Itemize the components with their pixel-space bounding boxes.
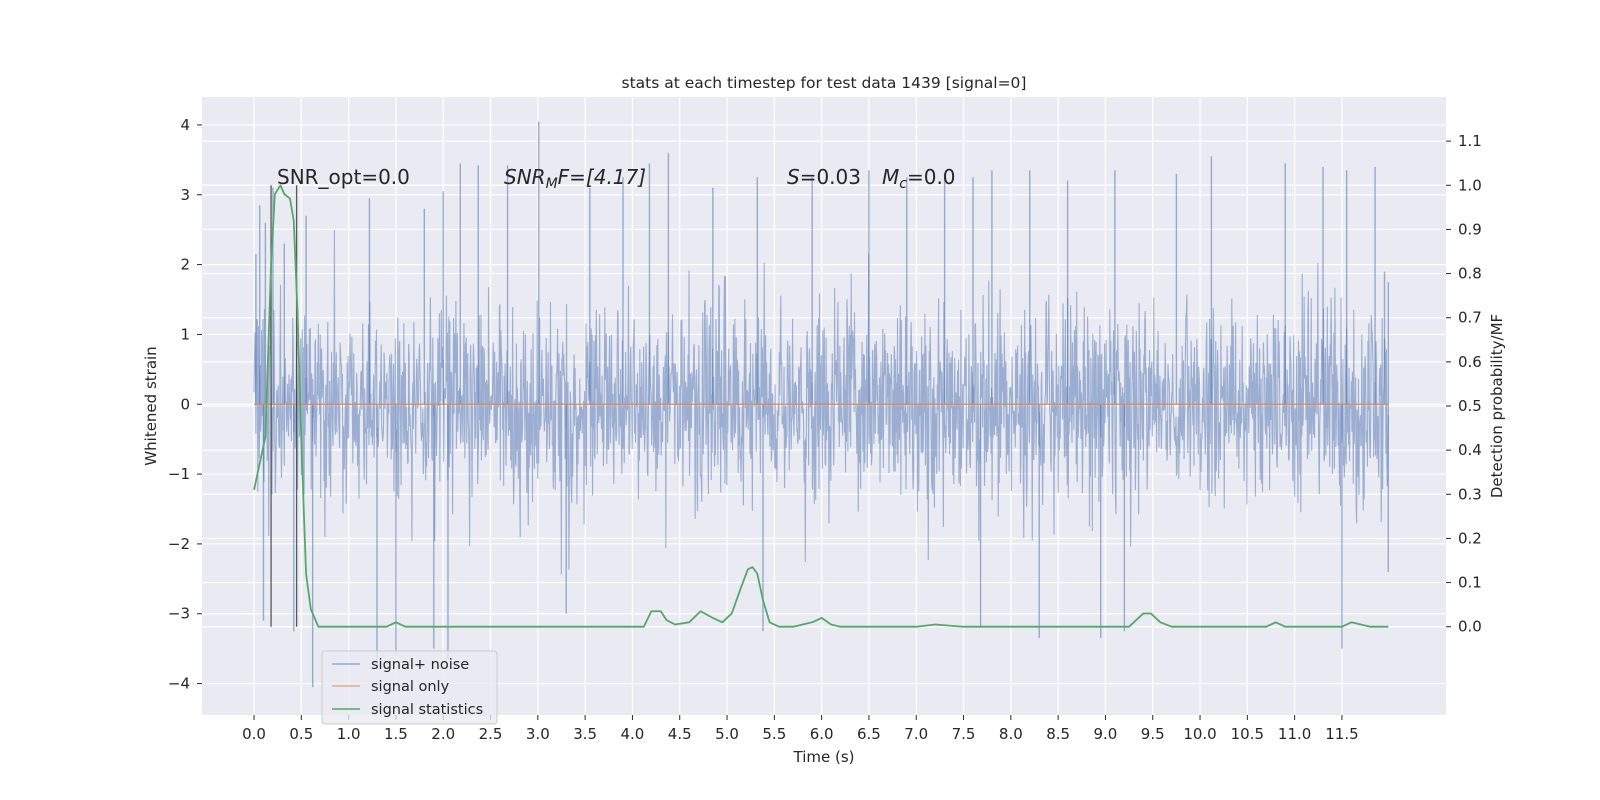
x-tick-label: 10.0 (1183, 725, 1216, 743)
x-tick-label: 10.5 (1231, 725, 1264, 743)
x-tick-label: 8.0 (999, 725, 1023, 743)
y2-tick-label: 0.8 (1458, 265, 1482, 283)
annotation-mc: Mc=0.0 (882, 165, 956, 192)
x-tick-label: 5.5 (762, 725, 786, 743)
x-tick-label: 8.5 (1046, 725, 1070, 743)
legend: signal+ noise signal only signal statist… (321, 650, 498, 725)
y2-tick-label: 0.2 (1458, 529, 1482, 547)
y-tick-label: −4 (168, 675, 190, 693)
chart-title: stats at each timestep for test data 143… (622, 74, 1027, 92)
y-axis-label: Whitened strain (142, 346, 160, 465)
mc-prefix: M (882, 165, 899, 189)
y2-tick-label: 0.4 (1458, 441, 1482, 459)
x-tick-label: 0.0 (242, 725, 266, 743)
series-signal-noise (253, 121, 1389, 688)
snr-mf-suffix: F=[4.17] (558, 165, 646, 189)
y-tick-label: −1 (168, 465, 190, 483)
x-axis-label: Time (s) (793, 748, 855, 766)
y2-tick-label: 0.9 (1458, 220, 1482, 238)
legend-box (321, 650, 498, 725)
y-tick-label: −2 (168, 535, 190, 553)
x-tick-label: 1.0 (337, 725, 361, 743)
y-tick-label: 0 (180, 395, 190, 413)
x-tick-label: 11.0 (1278, 725, 1311, 743)
y2-tick-label: 1.1 (1458, 132, 1482, 150)
y2-tick-label: 0.0 (1458, 618, 1482, 636)
x-tick-label: 3.5 (573, 725, 597, 743)
x-tick-label: 9.0 (1094, 725, 1118, 743)
y-tick-label: 2 (180, 256, 190, 274)
s-value: =0.03 (800, 165, 861, 189)
x-tick-label: 11.5 (1325, 725, 1358, 743)
y2-axis-ticks: 0.0 0.1 0.2 0.3 0.4 0.5 0.6 0.7 0.8 0.9 1.0 1.1 (1446, 132, 1482, 636)
x-tick-label: 6.0 (810, 725, 834, 743)
annotation-snr-mf: SNRMF=[4.17] (504, 165, 646, 192)
x-tick-label: 4.0 (621, 725, 645, 743)
x-axis-ticks: 0.0 0.5 1.0 1.5 2.0 2.5 3.0 3.5 4.0 4.5 5.0 5.5 6.0 6… (242, 715, 1359, 743)
y2-tick-label: 0.5 (1458, 397, 1482, 415)
annotation-snr-opt: SNR_opt=0.0 (277, 165, 410, 189)
y-axis-ticks: −4 −3 −2 −1 0 1 2 3 4 (168, 116, 202, 693)
y2-tick-label: 1.0 (1458, 176, 1482, 194)
x-tick-label: 2.0 (431, 725, 455, 743)
x-tick-label: 6.5 (857, 725, 881, 743)
legend-label-stat: signal statistics (371, 702, 483, 718)
snr-mf-prefix: SNR (504, 165, 546, 189)
series-signal-statistics (253, 184, 1389, 628)
y2-tick-label: 0.1 (1458, 574, 1482, 592)
mc-sub: c (899, 176, 907, 192)
x-tick-label: 0.5 (289, 725, 313, 743)
x-tick-label: 7.0 (904, 725, 928, 743)
y2-axis-label: Detection probability/MF (1488, 314, 1506, 498)
x-tick-label: 4.5 (668, 725, 692, 743)
x-tick-label: 2.5 (479, 725, 503, 743)
x-tick-label: 7.5 (952, 725, 976, 743)
mc-value: =0.0 (907, 165, 956, 189)
statistics-curve (253, 184, 1389, 628)
y-tick-label: 1 (180, 325, 190, 343)
s-prefix: S (787, 165, 800, 189)
x-tick-label: 3.0 (526, 725, 550, 743)
y-tick-label: −3 (168, 605, 190, 623)
y-tick-label: 3 (180, 186, 190, 204)
legend-label-noise: signal+ noise (371, 657, 469, 673)
y2-tick-label: 0.7 (1458, 309, 1482, 327)
y2-tick-label: 0.6 (1458, 353, 1482, 371)
x-tick-label: 5.0 (715, 725, 739, 743)
snr-mf-sub: M (546, 176, 558, 192)
x-tick-label: 1.5 (384, 725, 408, 743)
annotation-s: S=0.03 (787, 165, 861, 189)
legend-label-signal: signal only (371, 679, 450, 695)
x-tick-label: 9.5 (1141, 725, 1165, 743)
y-tick-label: 4 (180, 116, 190, 134)
y2-tick-label: 0.3 (1458, 485, 1482, 503)
